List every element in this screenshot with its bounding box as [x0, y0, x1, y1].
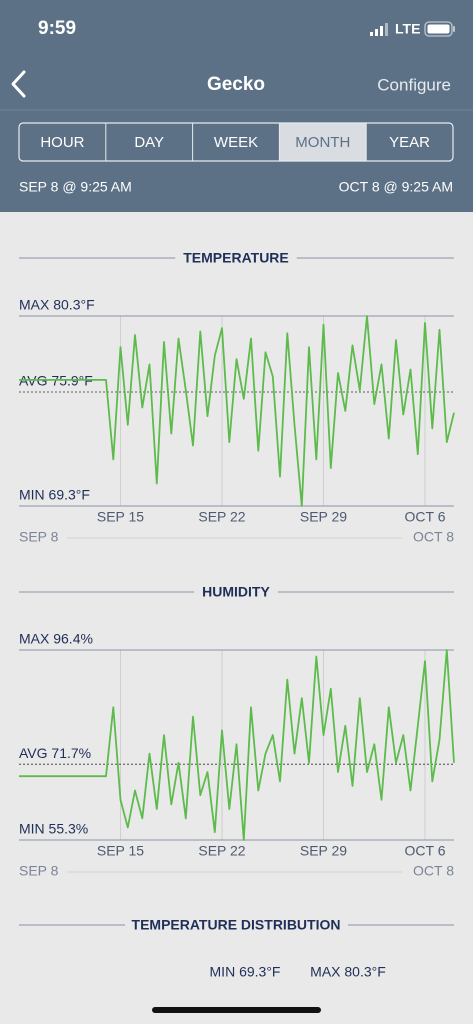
- data-line: [19, 315, 455, 507]
- distribution-min: MIN 69.3°F: [210, 964, 281, 980]
- charts: TEMPERATURE SEP 15 SEP 22 SEP 29 OCT 6 SEP 8 O…: [19, 250, 455, 879]
- status-time: 9:59: [38, 18, 76, 39]
- section-title: HUMIDITY: [202, 584, 270, 600]
- tab[interactable]: [279, 123, 367, 161]
- x-tick-label: SEP 22: [198, 509, 245, 525]
- y-tick-label: MAX 80.3°F: [19, 297, 95, 313]
- status-network: LTE: [395, 21, 420, 37]
- x-start-label: SEP 8: [19, 529, 59, 545]
- y-tick-label: MIN 69.3°F: [19, 487, 90, 503]
- signal-icon: [370, 23, 388, 36]
- x-tick-label: SEP 22: [198, 843, 245, 859]
- back-button[interactable]: [11, 70, 26, 98]
- header-bg: [0, 0, 473, 212]
- y-tick-label: AVG 71.7%: [19, 745, 91, 761]
- header-title: Gecko: [207, 74, 265, 95]
- data-line: [19, 649, 455, 841]
- tab-label: HOUR: [40, 134, 84, 151]
- home-indicator: [152, 1007, 321, 1013]
- tab-label: YEAR: [389, 134, 430, 151]
- tab-label: DAY: [134, 134, 164, 151]
- x-end-label: OCT 8: [413, 863, 454, 879]
- x-tick-label: SEP 15: [97, 509, 144, 525]
- x-tick-label: OCT 6: [405, 843, 446, 859]
- x-tick-label: SEP 29: [300, 843, 347, 859]
- x-tick-label: OCT 6: [405, 509, 446, 525]
- range-tabs: HOUR DAY WEEK MONTH YEAR: [18, 122, 454, 162]
- x-tick-label: SEP 29: [300, 509, 347, 525]
- range-start: SEP 8 @ 9:25 AM: [19, 179, 132, 195]
- x-start-label: SEP 8: [19, 863, 59, 879]
- y-tick-label: MIN 55.3%: [19, 821, 88, 837]
- configure-button[interactable]: Configure: [377, 75, 451, 94]
- y-tick-label: MAX 96.4%: [19, 631, 93, 647]
- tab-label: MONTH: [295, 134, 350, 151]
- range-end: OCT 8 @ 9:25 AM: [339, 179, 453, 195]
- body-bg: [0, 212, 473, 1024]
- x-end-label: OCT 8: [413, 529, 454, 545]
- tab-border: [18, 122, 454, 162]
- x-tick-label: SEP 15: [97, 843, 144, 859]
- distribution-title: TEMPERATURE DISTRIBUTION: [132, 917, 341, 933]
- tab-label: WEEK: [214, 134, 258, 151]
- battery-icon: [424, 21, 455, 37]
- section-title: TEMPERATURE: [183, 250, 289, 266]
- distribution-max: MAX 80.3°F: [310, 964, 386, 980]
